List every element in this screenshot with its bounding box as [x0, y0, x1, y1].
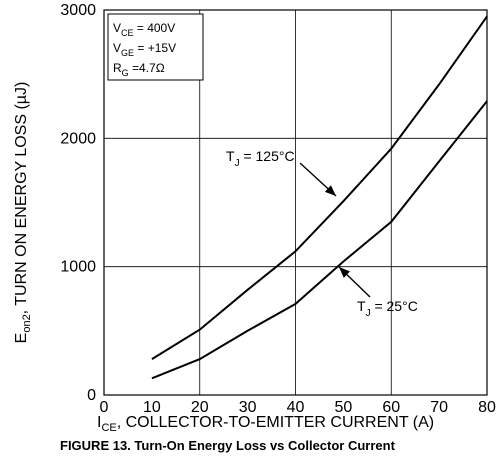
- condition-main-2: R: [113, 61, 122, 75]
- figure-caption: FIGURE 13. Turn-On Energy Loss vs Collec…: [60, 438, 396, 453]
- series-lines: [151, 15, 488, 380]
- series-annotation-sub-1: J: [366, 308, 371, 319]
- x-axis-label-main: I: [97, 414, 101, 431]
- condition-rest-2: =4.7Ω: [129, 61, 165, 75]
- series-annotations: TJ = 125°CTJ = 25°C: [226, 148, 418, 319]
- y-axis-label-sub: on2: [21, 314, 33, 332]
- condition-sub-1: GE: [121, 48, 134, 58]
- x-tick-label-0: 0: [100, 399, 109, 416]
- x-axis-label-sub: CE: [101, 422, 116, 434]
- x-tick-label-2: 20: [191, 399, 209, 416]
- x-tick-labels: 0 10 20 30 40 50 60 70 80: [100, 399, 496, 416]
- series-annotation-1: TJ = 25°C: [357, 298, 418, 319]
- x-axis-label: ICE, COLLECTOR-TO-EMITTER CURRENT (A): [97, 414, 434, 434]
- annotation-arrowhead-1: [339, 267, 350, 278]
- x-tick-label-7: 70: [430, 399, 448, 416]
- series-annotation-rest-1: = 25°C: [371, 298, 418, 314]
- condition-rest-0: = 400V: [134, 21, 176, 35]
- series-annotation-main-0: T: [226, 148, 235, 164]
- series-annotation-rest-0: = 125°C: [240, 148, 295, 164]
- condition-sub-2: G: [122, 68, 129, 78]
- y-axis-label: Eon2, TURN ON ENERGY LOSS (µJ): [13, 82, 33, 344]
- x-tick-label-1: 10: [143, 399, 161, 416]
- x-tick-label-3: 30: [239, 399, 257, 416]
- condition-rest-1: = +15V: [134, 41, 176, 55]
- series-line-1: [151, 100, 488, 380]
- condition-line-2: RG =4.7Ω: [113, 61, 165, 78]
- x-tick-label-5: 50: [334, 399, 352, 416]
- x-tick-label-6: 60: [382, 399, 400, 416]
- y-tick-labels: 0 1000 2000 3000: [60, 2, 96, 404]
- series-annotation-main-1: T: [357, 298, 366, 314]
- y-axis-label-main: E: [13, 333, 30, 344]
- condition-line-1: VGE = +15V: [113, 41, 176, 58]
- y-tick-label-0: 0: [87, 387, 96, 404]
- condition-line-0: VCE = 400V: [113, 21, 175, 38]
- y-tick-label-1: 1000: [60, 259, 96, 276]
- series-annotation-sub-0: J: [235, 158, 240, 169]
- y-tick-label-3: 3000: [60, 2, 96, 19]
- x-tick-label-4: 40: [287, 399, 305, 416]
- y-axis-label-rest: , TURN ON ENERGY LOSS (µJ): [13, 82, 30, 315]
- conditions-box-frame: [107, 13, 204, 81]
- series-line-0: [151, 15, 488, 360]
- plot-frame: [103, 9, 488, 396]
- series-annotation-0: TJ = 125°C: [226, 148, 295, 169]
- annotation-arrowhead-0: [324, 185, 336, 196]
- condition-sub-0: CE: [121, 28, 134, 38]
- condition-main-1: V: [113, 41, 121, 55]
- x-axis-label-rest: , COLLECTOR-TO-EMITTER CURRENT (A): [117, 414, 434, 431]
- condition-main-0: V: [113, 21, 121, 35]
- y-tick-label-2: 2000: [60, 130, 96, 147]
- x-tick-label-8: 80: [478, 399, 496, 416]
